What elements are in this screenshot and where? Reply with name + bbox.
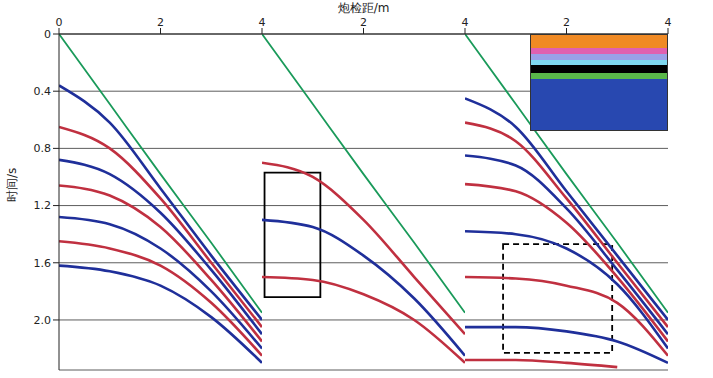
svg-text:0.4: 0.4 bbox=[34, 85, 52, 98]
svg-text:1.6: 1.6 bbox=[34, 257, 52, 270]
svg-text:0: 0 bbox=[56, 16, 63, 29]
svg-text:4: 4 bbox=[462, 16, 469, 29]
svg-text:时间/s: 时间/s bbox=[5, 168, 19, 202]
svg-text:2: 2 bbox=[360, 16, 367, 29]
svg-text:0.8: 0.8 bbox=[34, 142, 52, 155]
svg-text:2: 2 bbox=[157, 16, 164, 29]
html-text:炮检距/m: 炮检距/m bbox=[337, 1, 390, 15]
svg-text:2: 2 bbox=[563, 16, 570, 29]
svg-text:2.0: 2.0 bbox=[34, 314, 52, 327]
svg-text:4: 4 bbox=[665, 16, 672, 29]
svg-text:4: 4 bbox=[259, 16, 266, 29]
svg-text:1.2: 1.2 bbox=[34, 199, 52, 212]
svg-text:0: 0 bbox=[44, 28, 51, 41]
